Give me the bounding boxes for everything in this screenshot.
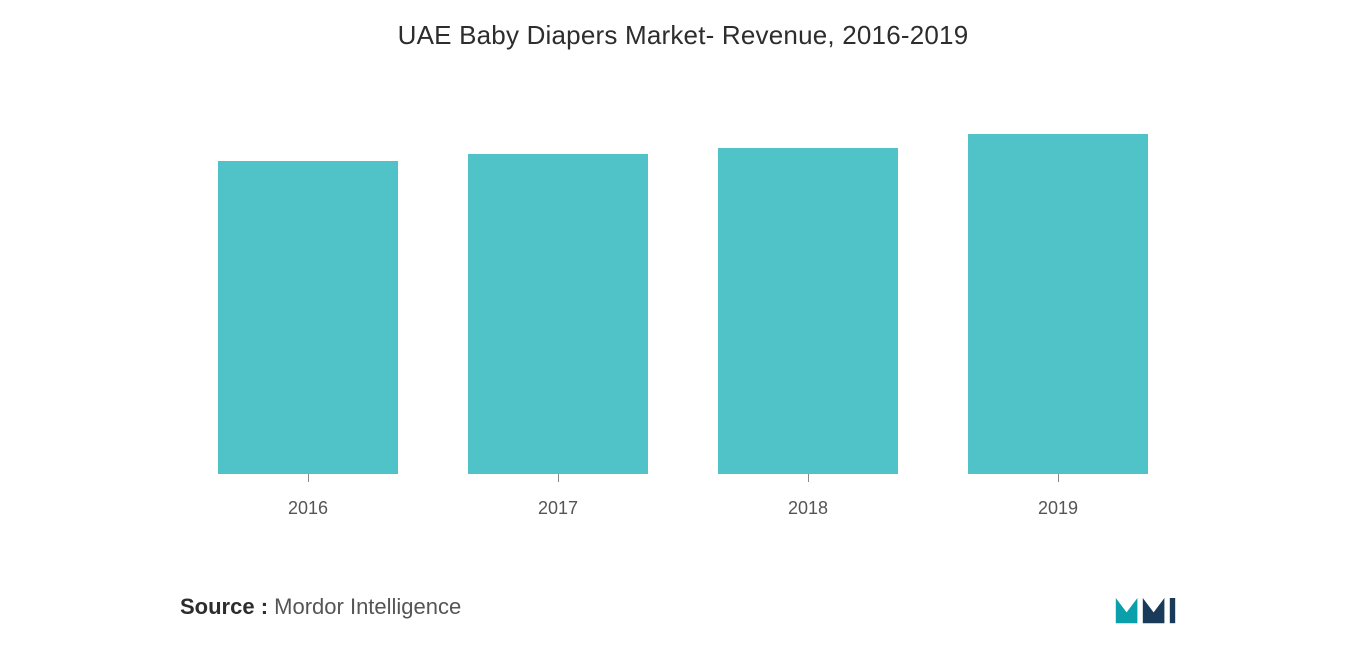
mordor-logo-icon (1114, 589, 1186, 625)
x-axis-label: 2017 (468, 498, 648, 519)
x-axis: 2016 2017 2018 2019 (60, 474, 1306, 519)
x-axis-item-2016: 2016 (218, 474, 398, 519)
bar-2016 (218, 161, 398, 474)
x-axis-label: 2019 (968, 498, 1148, 519)
x-axis-label: 2018 (718, 498, 898, 519)
bar-2019 (968, 134, 1148, 474)
tick-mark (558, 474, 559, 482)
tick-mark (308, 474, 309, 482)
chart-title: UAE Baby Diapers Market- Revenue, 2016-2… (60, 20, 1306, 51)
tick-mark (808, 474, 809, 482)
source-row: Source : Mordor Intelligence (60, 589, 1306, 625)
bar-2018 (718, 148, 898, 474)
chart-container: UAE Baby Diapers Market- Revenue, 2016-2… (0, 0, 1366, 655)
plot-area (60, 101, 1306, 474)
source-value: Mordor Intelligence (274, 594, 461, 619)
x-axis-item-2018: 2018 (718, 474, 898, 519)
bar-group-2016 (218, 161, 398, 474)
x-axis-item-2017: 2017 (468, 474, 648, 519)
x-axis-item-2019: 2019 (968, 474, 1148, 519)
source-label: Source : (180, 594, 268, 619)
x-axis-label: 2016 (218, 498, 398, 519)
source-text: Source : Mordor Intelligence (180, 594, 461, 620)
bar-group-2019 (968, 134, 1148, 474)
bar-group-2018 (718, 148, 898, 474)
tick-mark (1058, 474, 1059, 482)
bar-2017 (468, 154, 648, 474)
bar-group-2017 (468, 154, 648, 474)
